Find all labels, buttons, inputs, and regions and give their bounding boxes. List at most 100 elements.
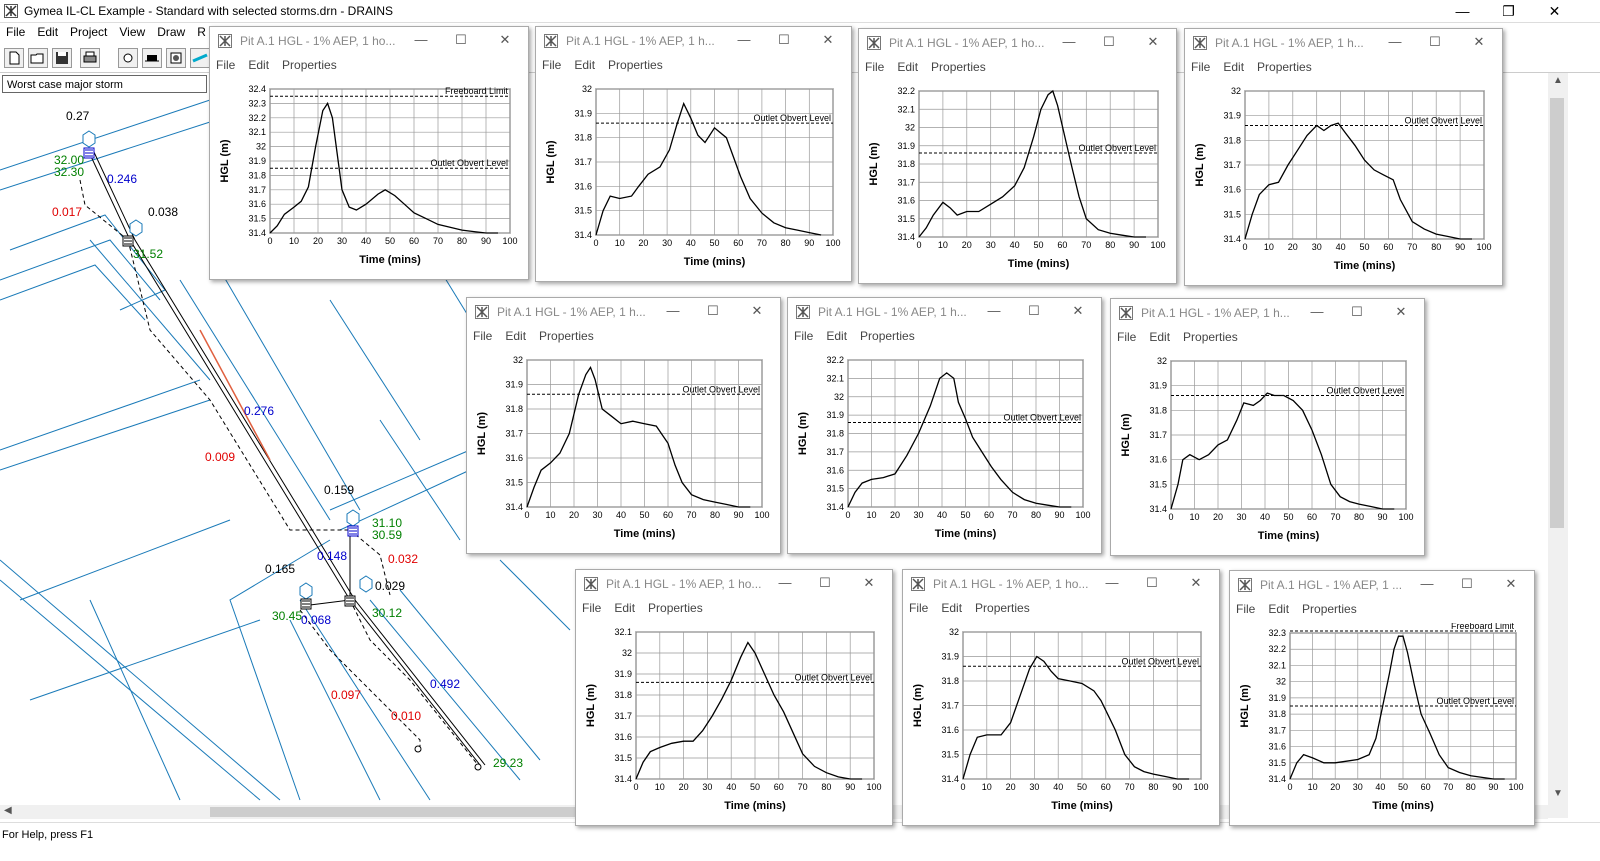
pit-icon[interactable] <box>142 48 162 68</box>
scroll-down-icon[interactable]: ▼ <box>1553 788 1563 799</box>
graph-menu-file[interactable]: File <box>473 329 493 343</box>
storage-icon[interactable] <box>166 48 186 68</box>
hgl-chart[interactable]: 0 10 20 30 40 50 60 70 80 90 100 31.4 31.5 31.6 31.7 31… <box>1185 81 1500 283</box>
graph-window-8[interactable]: Pit A.1 HGL - 1% AEP, 1 ho... — ☐ ✕ File Edit… <box>575 569 893 826</box>
hgl-chart[interactable]: 0 10 20 30 40 50 60 70 80 90 100 31.4 31.5 31.6 31.7 31… <box>1230 623 1532 823</box>
graph-menu-file[interactable]: File <box>1117 330 1137 344</box>
graph-window-2[interactable]: Pit A.1 HGL - 1% AEP, 1 h... — ☐ ✕ File Edit P… <box>535 26 852 282</box>
graph-menu-edit[interactable]: Edit <box>1268 602 1290 616</box>
menu-view[interactable]: View <box>119 25 146 39</box>
maximize-button[interactable]: ☐ <box>1461 576 1473 591</box>
close-button[interactable]: ✕ <box>499 32 511 47</box>
minimize-button[interactable]: — <box>737 32 751 47</box>
maximize-button[interactable]: ☐ <box>1351 304 1363 319</box>
maximize-button[interactable]: ☐ <box>819 575 831 590</box>
graph-menu-edit[interactable]: Edit <box>1149 330 1171 344</box>
minimize-button[interactable]: — <box>1420 576 1434 591</box>
scroll-up-icon[interactable]: ▲ <box>1553 75 1563 86</box>
graph-window-3[interactable]: Pit A.1 HGL - 1% AEP, 1 ho... — ☐ ✕ File Edit… <box>858 28 1177 284</box>
graph-menu-edit[interactable]: Edit <box>248 58 270 72</box>
graph-menu-file[interactable]: File <box>909 601 929 615</box>
graph-menu-edit[interactable]: Edit <box>941 601 963 615</box>
graph-window-10[interactable]: Pit A.1 HGL - 1% AEP, 1 ... — ☐ ✕ File Edit Pr… <box>1229 570 1535 826</box>
graph-menu-file[interactable]: File <box>216 58 236 72</box>
close-button[interactable]: ✕ <box>822 32 834 47</box>
scroll-left-icon[interactable]: ◀ <box>4 805 12 816</box>
inlet-pipe[interactable] <box>309 599 351 606</box>
graph-title-bar[interactable]: Pit A.1 HGL - 1% AEP, 1 h... — ☐ ✕ <box>1111 299 1424 325</box>
hgl-chart[interactable]: 0 10 20 30 40 50 60 70 80 90 100 31.4 31.5 31.6 31.7 31… <box>467 350 778 551</box>
graph-title-bar[interactable]: Pit A.1 HGL - 1% AEP, 1 ho... — ☐ ✕ <box>903 570 1219 596</box>
pit-nodes[interactable] <box>82 130 482 771</box>
menu-r[interactable]: R <box>197 25 206 39</box>
maximize-button[interactable]: ☐ <box>1429 34 1441 49</box>
maximize-button[interactable]: ☐ <box>1103 34 1115 49</box>
close-button[interactable]: ✕ <box>1505 576 1517 591</box>
close-button[interactable]: ✕ <box>1190 575 1202 590</box>
graph-menu-properties[interactable]: Properties <box>1183 330 1238 344</box>
graph-menu-file[interactable]: File <box>794 329 814 343</box>
graph-menu-file[interactable]: File <box>1236 602 1256 616</box>
menu-draw[interactable]: Draw <box>157 25 186 39</box>
minimize-button[interactable]: — <box>1105 575 1119 590</box>
graph-menu-properties[interactable]: Properties <box>931 60 986 74</box>
minimize-button[interactable]: — <box>987 303 1001 318</box>
graph-menu-file[interactable]: File <box>1191 60 1211 74</box>
graph-title-bar[interactable]: Pit A.1 HGL - 1% AEP, 1 h... — ☐ ✕ <box>536 27 851 53</box>
restore-button[interactable]: ❐ <box>1502 3 1515 19</box>
maximize-button[interactable]: ☐ <box>707 303 719 318</box>
print-icon[interactable] <box>80 48 100 68</box>
open-icon[interactable] <box>28 48 48 68</box>
close-button[interactable]: ✕ <box>751 303 763 318</box>
minimize-button[interactable]: — <box>778 575 792 590</box>
graph-title-bar[interactable]: Pit A.1 HGL - 1% AEP, 1 h... — ☐ ✕ <box>467 298 780 324</box>
horizontal-scroll-thumb[interactable] <box>210 807 590 817</box>
graph-menu-properties[interactable]: Properties <box>860 329 915 343</box>
graph-window-5[interactable]: Pit A.1 HGL - 1% AEP, 1 h... — ☐ ✕ File Edit P… <box>466 297 781 554</box>
graph-menu-edit[interactable]: Edit <box>826 329 848 343</box>
hgl-chart[interactable]: 0 10 20 30 40 50 60 70 80 90 100 31.4 31.5 31.6 31.7 31… <box>788 350 1099 551</box>
graph-menu-file[interactable]: File <box>582 601 602 615</box>
new-icon[interactable] <box>4 48 24 68</box>
close-button[interactable]: ✕ <box>1548 3 1561 19</box>
save-icon[interactable] <box>52 48 72 68</box>
graph-window-4[interactable]: Pit A.1 HGL - 1% AEP, 1 h... — ☐ ✕ File Edit P… <box>1184 28 1503 286</box>
graph-menu-properties[interactable]: Properties <box>1257 60 1312 74</box>
graph-menu-file[interactable]: File <box>542 58 562 72</box>
maximize-button[interactable]: ☐ <box>455 32 467 47</box>
graph-window-7[interactable]: Pit A.1 HGL - 1% AEP, 1 h... — ☐ ✕ File Edit P… <box>1110 298 1425 556</box>
graph-menu-edit[interactable]: Edit <box>897 60 919 74</box>
hgl-chart[interactable]: 0 10 20 30 40 50 60 70 80 90 100 31.4 31.5 31.6 31.7 31… <box>210 79 526 277</box>
graph-window-6[interactable]: Pit A.1 HGL - 1% AEP, 1 h... — ☐ ✕ File Edit P… <box>787 297 1102 554</box>
close-button[interactable]: ✕ <box>1473 34 1485 49</box>
close-button[interactable]: ✕ <box>1395 304 1407 319</box>
vertical-scroll-thumb[interactable] <box>1550 98 1564 528</box>
graph-menu-properties[interactable]: Properties <box>282 58 337 72</box>
close-button[interactable]: ✕ <box>1147 34 1159 49</box>
graph-title-bar[interactable]: Pit A.1 HGL - 1% AEP, 1 ... — ☐ ✕ <box>1230 571 1534 597</box>
minimize-button[interactable]: — <box>414 32 428 47</box>
node-icon[interactable] <box>118 48 138 68</box>
graph-menu-properties[interactable]: Properties <box>539 329 594 343</box>
menu-edit[interactable]: Edit <box>37 25 59 39</box>
graph-title-bar[interactable]: Pit A.1 HGL - 1% AEP, 1 h... — ☐ ✕ <box>788 298 1101 324</box>
hgl-chart[interactable]: 0 10 20 30 40 50 60 70 80 90 100 31.4 31.5 31.6 31.7 31… <box>903 622 1217 823</box>
graph-menu-file[interactable]: File <box>865 60 885 74</box>
hgl-chart[interactable]: 0 10 20 30 40 50 60 70 80 90 100 31.4 31.5 31.6 31.7 31… <box>536 79 849 279</box>
close-button[interactable]: ✕ <box>863 575 875 590</box>
minimize-button[interactable]: — <box>666 303 680 318</box>
maximize-button[interactable]: ☐ <box>1146 575 1158 590</box>
hgl-chart[interactable]: 0 10 20 30 40 50 60 70 80 90 100 31.4 31.5 31.6 31.7 31… <box>1111 351 1422 553</box>
menu-project[interactable]: Project <box>70 25 108 39</box>
close-button[interactable]: ✕ <box>1072 303 1084 318</box>
graph-window-1[interactable]: Pit A.1 HGL - 1% AEP, 1 ho... — ☐ ✕ File Edit… <box>209 26 529 280</box>
maximize-button[interactable]: ☐ <box>1028 303 1040 318</box>
maximize-button[interactable]: ☐ <box>778 32 790 47</box>
graph-menu-edit[interactable]: Edit <box>574 58 596 72</box>
graph-menu-properties[interactable]: Properties <box>608 58 663 72</box>
graph-title-bar[interactable]: Pit A.1 HGL - 1% AEP, 1 ho... — ☐ ✕ <box>210 27 528 53</box>
graph-window-9[interactable]: Pit A.1 HGL - 1% AEP, 1 ho... — ☐ ✕ File Edit… <box>902 569 1220 826</box>
minimize-button[interactable]: — <box>1062 34 1076 49</box>
minimize-button[interactable]: — <box>1455 3 1470 19</box>
graph-title-bar[interactable]: Pit A.1 HGL - 1% AEP, 1 ho... — ☐ ✕ <box>859 29 1176 55</box>
